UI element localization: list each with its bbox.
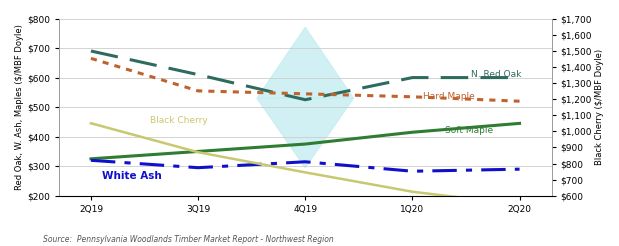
Text: N. Red Oak: N. Red Oak [471, 70, 522, 79]
Polygon shape [257, 27, 353, 98]
Text: Source:  Pennsylvania Woodlands Timber Market Report - Northwest Region: Source: Pennsylvania Woodlands Timber Ma… [43, 234, 334, 244]
Y-axis label: Black Cherry ($/MBF Doyle): Black Cherry ($/MBF Doyle) [595, 49, 604, 165]
Text: White Ash: White Ash [102, 171, 162, 181]
Y-axis label: Red Oak, W. Ash, Maples ($/MBF Doyle): Red Oak, W. Ash, Maples ($/MBF Doyle) [15, 24, 24, 190]
Text: Soft Maple: Soft Maple [444, 126, 493, 135]
Text: Black Cherry: Black Cherry [150, 116, 207, 125]
Polygon shape [257, 98, 353, 168]
Text: Hard Maple: Hard Maple [423, 92, 475, 101]
